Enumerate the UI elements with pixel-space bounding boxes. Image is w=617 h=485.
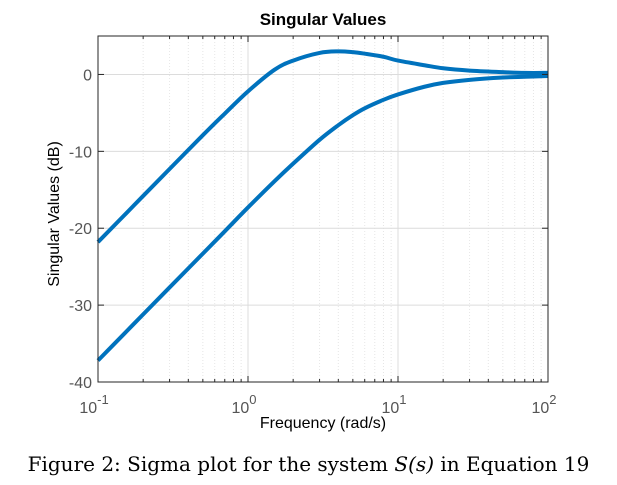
y-tick-label: -10 [69, 144, 92, 161]
sigma-plot: 10-1 100 101 102 0 -10 -20 -30 -40 Singular Val… [46, 10, 557, 432]
y-tick-labels: 0 -10 -20 -30 -40 [69, 67, 92, 392]
x-tick-label: 10-1 [79, 392, 108, 417]
chart-title: Singular Values [260, 10, 387, 29]
figure-caption: Figure 2: Sigma plot for the system S(s)… [0, 452, 617, 476]
x-tick-labels: 10-1 100 101 102 [79, 392, 556, 417]
x-tick-label: 102 [531, 392, 556, 417]
x-tick-label: 101 [381, 392, 406, 417]
caption-math: S(s) [394, 452, 434, 476]
y-tick-label: -30 [69, 298, 92, 315]
plot-background [98, 36, 548, 382]
y-tick-label: -20 [69, 221, 92, 238]
x-axis-label: Frequency (rad/s) [260, 415, 386, 432]
y-tick-label: 0 [83, 67, 92, 84]
caption-prefix: Figure 2: Sigma plot for the system [27, 452, 395, 476]
caption-suffix: in Equation 19 [434, 452, 590, 476]
tick-marks [97, 36, 549, 383]
y-axis-label: Singular Values (dB) [46, 141, 63, 287]
singular-value-line-1 [96, 49, 549, 244]
plot-frame [97, 35, 549, 383]
minor-grid [142, 36, 542, 382]
series-group [96, 49, 549, 362]
x-tick-label: 100 [231, 392, 256, 417]
y-tick-label: -40 [69, 375, 92, 392]
singular-value-line-2 [96, 73, 549, 362]
